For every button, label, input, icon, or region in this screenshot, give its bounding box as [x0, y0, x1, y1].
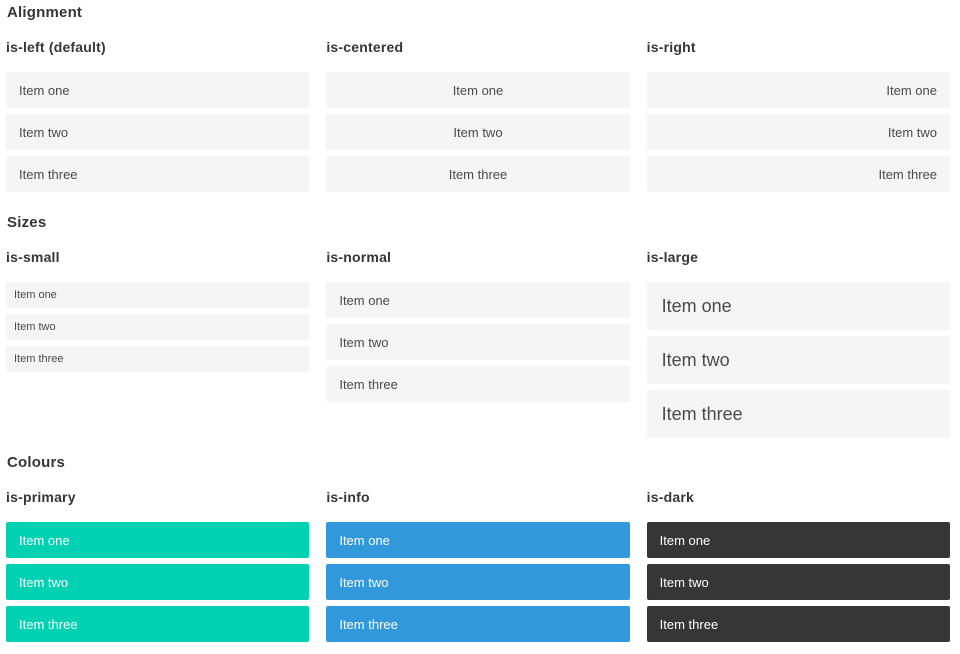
list-is-dark: Item one Item two Item three — [646, 522, 950, 642]
list-item: Item one — [6, 522, 310, 558]
section-title-sizes: Sizes — [7, 214, 47, 231]
section-alignment: Alignment is-left (default) Item one Ite… — [6, 5, 950, 192]
section-colours: Colours is-primary Item one Item two Ite… — [6, 455, 950, 642]
column-title-is-left: is-left (default) — [6, 39, 106, 55]
column-title-is-right: is-right — [646, 39, 696, 55]
list-item: Item two — [6, 314, 310, 340]
section-title-colours: Colours — [7, 454, 66, 471]
alignment-columns: is-left (default) Item one Item two Item… — [6, 40, 950, 192]
colours-columns: is-primary Item one Item two Item three … — [6, 490, 950, 642]
list-is-large: Item one Item two Item three — [646, 282, 950, 438]
list-demo-is-centered: is-centered Item one Item two Item three — [326, 39, 630, 192]
section-title-alignment: Alignment — [7, 4, 83, 21]
list-item: Item three — [6, 346, 310, 372]
list-item: Item three — [6, 606, 310, 642]
list-item: Item one — [646, 522, 950, 558]
list-demo-is-left: is-left (default) Item one Item two Item… — [6, 39, 310, 192]
list-item: Item three — [326, 156, 630, 192]
list-demo-is-right: is-right Item one Item two Item three — [646, 39, 950, 192]
list-item: Item two — [326, 114, 630, 150]
list-item: Item two — [646, 564, 950, 600]
list-demo-is-primary: is-primary Item one Item two Item three — [6, 489, 310, 642]
list-item: Item one — [326, 72, 630, 108]
section-sizes: Sizes is-small Item one Item two Item th… — [6, 215, 950, 438]
list-item: Item one — [326, 282, 630, 318]
list-item: Item two — [326, 564, 630, 600]
column-title-is-centered: is-centered — [326, 39, 404, 55]
list-item: Item one — [6, 72, 310, 108]
column-title-is-info: is-info — [326, 489, 370, 505]
column-title-is-primary: is-primary — [6, 489, 76, 505]
list-is-primary: Item one Item two Item three — [6, 522, 310, 642]
list-demo-is-large: is-large Item one Item two Item three — [646, 249, 950, 438]
list-item: Item two — [6, 114, 310, 150]
list-item: Item three — [646, 606, 950, 642]
column-title-is-normal: is-normal — [326, 249, 392, 265]
list-item: Item two — [326, 324, 630, 360]
list-item: Item two — [646, 114, 950, 150]
list-item: Item one — [646, 282, 950, 330]
list-is-small: Item one Item two Item three — [6, 282, 310, 372]
list-demo-is-dark: is-dark Item one Item two Item three — [646, 489, 950, 642]
column-title-is-large: is-large — [646, 249, 699, 265]
list-item: Item two — [6, 564, 310, 600]
list-is-info: Item one Item two Item three — [326, 522, 630, 642]
list-demo-is-info: is-info Item one Item two Item three — [326, 489, 630, 642]
column-title-is-dark: is-dark — [646, 489, 694, 505]
list-item: Item three — [326, 366, 630, 402]
list-item: Item one — [6, 282, 310, 308]
list-item: Item one — [646, 72, 950, 108]
list-item: Item three — [646, 156, 950, 192]
list-is-normal: Item one Item two Item three — [326, 282, 630, 402]
list-is-left: Item one Item two Item three — [6, 72, 310, 192]
list-item: Item three — [6, 156, 310, 192]
list-is-right: Item one Item two Item three — [646, 72, 950, 192]
list-demo-is-normal: is-normal Item one Item two Item three — [326, 249, 630, 402]
list-demo-is-small: is-small Item one Item two Item three — [6, 249, 310, 372]
sizes-columns: is-small Item one Item two Item three is… — [6, 250, 950, 438]
list-item: Item one — [326, 522, 630, 558]
column-title-is-small: is-small — [6, 249, 60, 265]
list-is-centered: Item one Item two Item three — [326, 72, 630, 192]
list-item: Item three — [326, 606, 630, 642]
list-item: Item three — [646, 390, 950, 438]
list-item: Item two — [646, 336, 950, 384]
